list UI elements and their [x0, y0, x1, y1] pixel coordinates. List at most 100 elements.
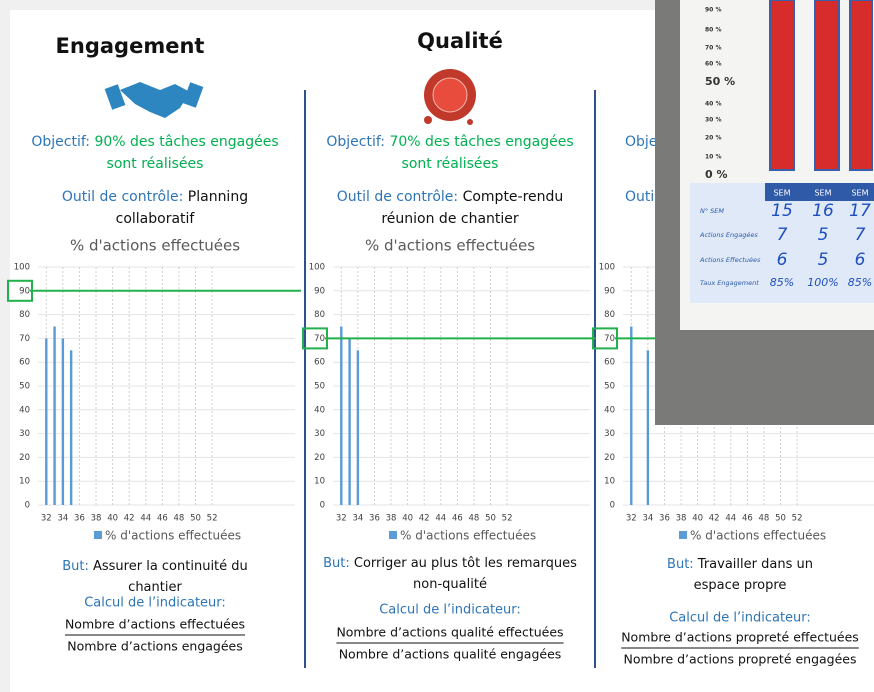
y-tick-label: 20: [604, 453, 615, 463]
goal-part: Assurer la continuité du: [89, 559, 248, 574]
x-tick-label: 32: [626, 514, 637, 524]
tool-part: Planning: [183, 189, 248, 205]
cell: 100%: [807, 276, 838, 289]
y-tick-label: 90: [19, 286, 30, 296]
goal-part: But:: [323, 556, 350, 571]
chart-title: % d'actions effectuées: [365, 237, 535, 255]
bar: [53, 326, 56, 505]
y-tick-label: 50: [314, 382, 325, 392]
objective-part: 70% des tâches engagées: [385, 134, 574, 150]
objective-part: sont réalisées: [402, 156, 499, 172]
x-tick-label: 48: [469, 514, 480, 524]
x-tick-label: 44: [435, 514, 446, 524]
goal-part: Travailler dans un: [694, 557, 813, 572]
bar: [630, 326, 633, 505]
goal: espace propre: [694, 578, 787, 593]
bar: [646, 350, 650, 505]
goal-part: Corriger au plus tôt les remarques: [350, 556, 577, 571]
objective-part: 90% des tâches engagées: [90, 134, 279, 150]
x-tick-label: 40: [107, 514, 118, 524]
goal-part: But:: [62, 559, 89, 574]
objective: sont réalisées: [107, 156, 204, 172]
cell: 6: [777, 250, 788, 270]
cell: 85%: [770, 276, 794, 289]
goal-part: chantier: [128, 580, 182, 595]
table-header: SEM: [773, 189, 790, 198]
x-tick-label: 34: [352, 514, 363, 524]
cell: 7: [777, 225, 788, 245]
cell: 85%: [848, 276, 872, 289]
y-tick-label: 60: [604, 358, 615, 368]
y-tick-label: 80: [314, 310, 325, 320]
cell: 6: [855, 250, 866, 270]
y-tick-label: 50: [604, 382, 615, 392]
x-tick-label: 42: [419, 514, 430, 524]
goal: chantier: [128, 580, 182, 595]
x-tick-label: 50: [190, 514, 201, 524]
panel-title: Engagement: [56, 34, 205, 58]
cell: 7: [855, 225, 866, 245]
scale-label: 70 %: [705, 45, 721, 52]
bar: [69, 350, 73, 505]
scale-label: 20 %: [705, 135, 721, 142]
x-tick-label: 36: [369, 514, 380, 524]
scale-label: 50 %: [705, 75, 735, 88]
y-tick-label: 40: [604, 405, 615, 415]
tool-part: Outil de contrôle:: [337, 189, 458, 205]
legend-label: % d'actions effectuées: [690, 529, 826, 543]
chart-title: % d'actions effectuées: [70, 237, 240, 255]
y-tick-label: 70: [604, 334, 615, 344]
x-tick-label: 40: [402, 514, 413, 524]
goal: But: Assurer la continuité du: [62, 559, 248, 574]
row-label: Actions Engagées: [699, 231, 758, 239]
x-tick-label: 52: [792, 514, 803, 524]
cell: 5: [818, 225, 829, 245]
y-tick-label: 30: [604, 429, 615, 439]
y-tick-label: 80: [19, 310, 30, 320]
cell: 5: [818, 250, 829, 270]
x-tick-label: 34: [642, 514, 653, 524]
tool: Outil de contrôle: Compte-rendu: [337, 189, 564, 205]
seal-icon: [424, 69, 476, 125]
scale-label: 40 %: [705, 101, 721, 108]
y-tick-label: 0: [610, 501, 615, 511]
cell: 16: [812, 201, 834, 221]
bar: [45, 338, 48, 505]
denominator: Nombre d’actions qualité engagées: [339, 647, 562, 662]
bar: [356, 350, 360, 505]
numerator: Nombre d’actions qualité effectuées: [336, 625, 563, 640]
x-tick-label: 42: [709, 514, 720, 524]
x-tick-label: 38: [91, 514, 102, 524]
x-tick-label: 34: [57, 514, 68, 524]
row-label: N° SEM: [700, 207, 724, 215]
goal: But: Corriger au plus tôt les remarques: [323, 556, 577, 571]
tool-part: Outil de contrôle:: [62, 189, 183, 205]
y-tick-label: 90: [314, 286, 325, 296]
tool: Outil de contrôle: Planning: [62, 189, 248, 205]
y-tick-label: 80: [604, 310, 615, 320]
scale-label: 30 %: [705, 117, 721, 124]
table-header: SEM: [814, 189, 831, 198]
tool-part: réunion de chantier: [381, 211, 519, 227]
goal-part: But:: [667, 557, 694, 572]
y-tick-label: 10: [19, 477, 30, 487]
numerator: Nombre d’actions propreté effectuées: [621, 630, 859, 645]
objective-part: Objectif:: [31, 134, 90, 150]
scale-label: 80 %: [705, 27, 721, 34]
y-tick-label: 30: [314, 429, 325, 439]
legend-label: % d'actions effectuées: [400, 529, 536, 543]
objective: sont réalisées: [402, 156, 499, 172]
goal-part: non-qualité: [413, 577, 487, 592]
objective: Objectif: 90% des tâches engagées: [31, 134, 278, 150]
y-tick-label: 20: [314, 453, 325, 463]
row-label: Taux Engagement: [700, 279, 759, 287]
y-tick-label: 40: [19, 405, 30, 415]
photo: 90 % 80 % 70 % 60 % 50 % 40 % 30 % 20 % 10 % 0 % S…: [655, 0, 874, 425]
tool-part: collaboratif: [116, 211, 196, 227]
legend-swatch: [389, 531, 397, 539]
calc-label: Calcul de l’indicateur:: [84, 596, 226, 611]
scale-label: 60 %: [705, 61, 721, 68]
denominator: Nombre d’actions engagées: [67, 639, 243, 654]
denominator: Nombre d’actions propreté engagées: [623, 652, 856, 667]
